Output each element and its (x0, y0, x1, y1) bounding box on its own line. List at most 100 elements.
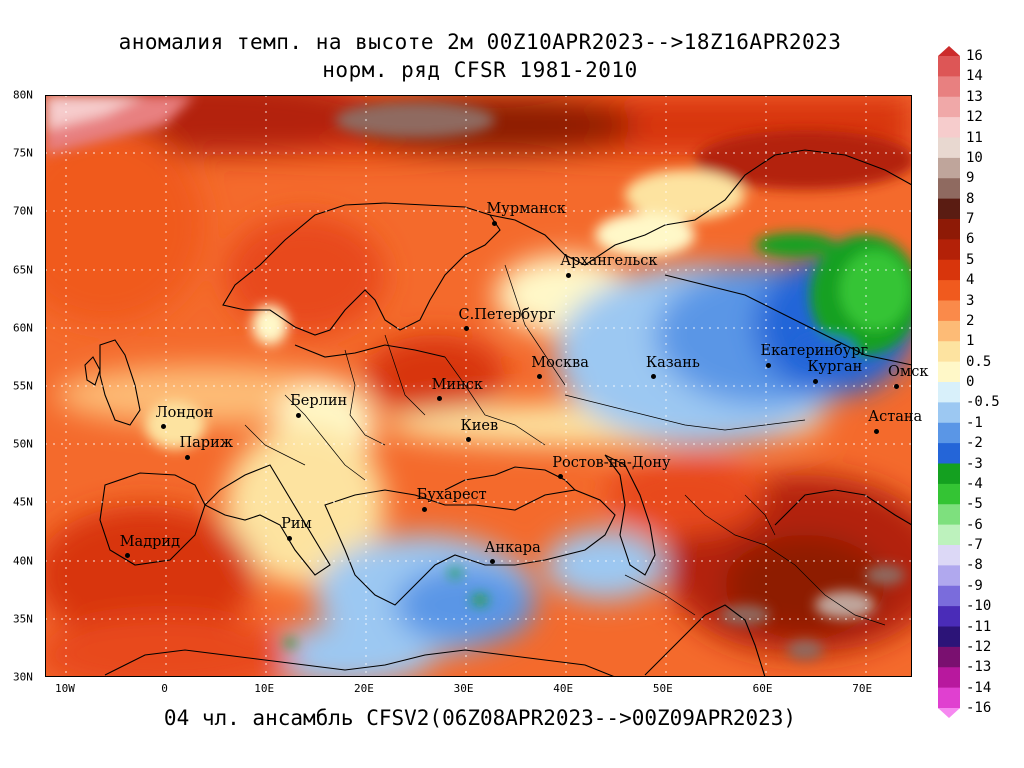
latitude-tick-label: 30N (13, 670, 33, 684)
colorbar-tick-label: -4 (966, 475, 983, 492)
colorbar-swatch (938, 280, 960, 301)
colorbar-tick-label: -6 (966, 516, 983, 533)
longitude-tick-label: 20E (353, 682, 374, 695)
city-marker (295, 412, 301, 418)
colorbar-swatch (938, 198, 960, 220)
city-marker (125, 553, 131, 559)
colorbar-swatch (938, 545, 960, 566)
latitude-tick-label: 40N (13, 554, 33, 568)
colorbar-tick-label: -9 (966, 577, 983, 594)
colorbar-tick-label: 0 (966, 374, 975, 390)
longitude-tick-label: 60E (752, 682, 773, 695)
colorbar-tick-label: 0.5 (966, 353, 992, 370)
city-label: Архангельск (560, 253, 658, 270)
colorbar-tick-label: -0.5 (966, 394, 1000, 411)
colorbar-tick-label: -7 (966, 537, 983, 553)
colorbar-tick-label: -12 (966, 638, 992, 655)
colorbar-swatch (938, 361, 960, 383)
colorbar-tick-label: -3 (966, 455, 983, 472)
colorbar-tick-label: 10 (966, 149, 983, 166)
colorbar-swatch (938, 402, 960, 424)
ensemble-footer: 04 чл. ансамбль CFSV2(06Z08APR2023-->00Z… (163, 706, 797, 730)
colorbar-swatch (938, 524, 960, 546)
city-label: Москва (531, 354, 589, 371)
latitude-tick-label: 45N (13, 495, 33, 509)
city-marker (565, 272, 571, 278)
longitude-tick-label: 40E (553, 682, 574, 695)
colorbar-tick-label: -2 (966, 435, 983, 452)
city-label: Мурманск (486, 201, 566, 218)
colorbar-tick-label: -10 (966, 598, 992, 615)
colorbar-swatch (938, 300, 960, 322)
latitude-tick-label: 55N (13, 379, 33, 393)
colorbar-tick-label: -16 (966, 700, 992, 716)
colorbar-swatch (938, 239, 960, 261)
colorbar-swatch (938, 117, 960, 138)
city-marker (185, 454, 190, 460)
colorbar-swatch (938, 96, 960, 118)
city-label: Берлин (290, 393, 348, 410)
colorbar-swatch (938, 76, 960, 98)
colorbar-swatch (938, 585, 960, 607)
city-label: С.Петербург (458, 306, 556, 323)
colorbar-swatch (938, 56, 960, 77)
colorbar-swatch (938, 708, 960, 718)
city-marker (812, 378, 818, 384)
city-marker (651, 374, 657, 380)
colorbar-tick-label: 12 (966, 109, 983, 126)
colorbar-swatch (938, 422, 960, 444)
colorbar-swatch (938, 178, 960, 200)
longitude-tick-label: 10W (54, 682, 75, 695)
colorbar-tick-label: -13 (966, 659, 992, 676)
colorbar-tick-label: 7 (966, 211, 975, 227)
map-canvas (45, 95, 912, 677)
city-label: Ростов-на-Дону (552, 454, 671, 471)
city-label: Киев (460, 417, 499, 434)
city-label: Мадрид (119, 533, 180, 550)
colorbar-tick-label: -11 (966, 618, 992, 635)
graticule (45, 95, 912, 677)
colorbar-tick-label: 5 (966, 251, 975, 268)
colorbar-swatch (938, 157, 960, 179)
city-marker (422, 506, 428, 512)
latitude-tick-label: 75N (13, 146, 33, 160)
colorbar-swatch (938, 382, 960, 403)
colorbar (938, 46, 960, 718)
city-label: Екатеринбург (760, 343, 869, 360)
city-marker (286, 535, 292, 541)
latitude-tick-label: 70N (13, 204, 33, 218)
city-label: Рим (281, 516, 312, 533)
colorbar-tick-label: -5 (966, 496, 983, 513)
colorbar-swatch (938, 606, 960, 627)
colorbar-tick-label: -1 (966, 414, 983, 431)
colorbar-swatch (938, 443, 960, 464)
city-marker (437, 396, 443, 402)
latitude-tick-label: 35N (13, 612, 33, 626)
colorbar-tick-label: 11 (966, 129, 983, 146)
city-label: Курган (807, 359, 863, 376)
city-label: Бухарест (416, 487, 487, 504)
temperature-anomaly-map (45, 95, 912, 677)
latitude-tick-label: 60N (13, 321, 33, 335)
city-label: Минск (431, 376, 483, 393)
colorbar-tick-label: -8 (966, 557, 983, 574)
city-marker (557, 474, 563, 480)
chart-title-line-2: норм. ряд CFSR 1981-2010 (322, 58, 638, 82)
longitude-tick-label: 10E (254, 682, 275, 695)
city-marker (489, 559, 495, 565)
colorbar-swatch (938, 483, 960, 505)
colorbar-tick-label: 3 (966, 292, 975, 309)
latitude-tick-label: 50N (13, 437, 33, 451)
city-marker (765, 362, 771, 368)
city-marker (893, 383, 899, 389)
longitude-tick-label: 30E (453, 682, 474, 695)
colorbar-swatch (938, 219, 960, 240)
city-label: Лондон (155, 404, 214, 421)
colorbar-swatch (938, 565, 960, 587)
longitude-tick-label: 0 (161, 682, 168, 695)
city-marker (491, 220, 497, 226)
colorbar-swatch (938, 463, 960, 485)
colorbar-tick-label: 14 (966, 68, 983, 85)
city-marker (536, 374, 542, 380)
colorbar-swatch (938, 259, 960, 281)
